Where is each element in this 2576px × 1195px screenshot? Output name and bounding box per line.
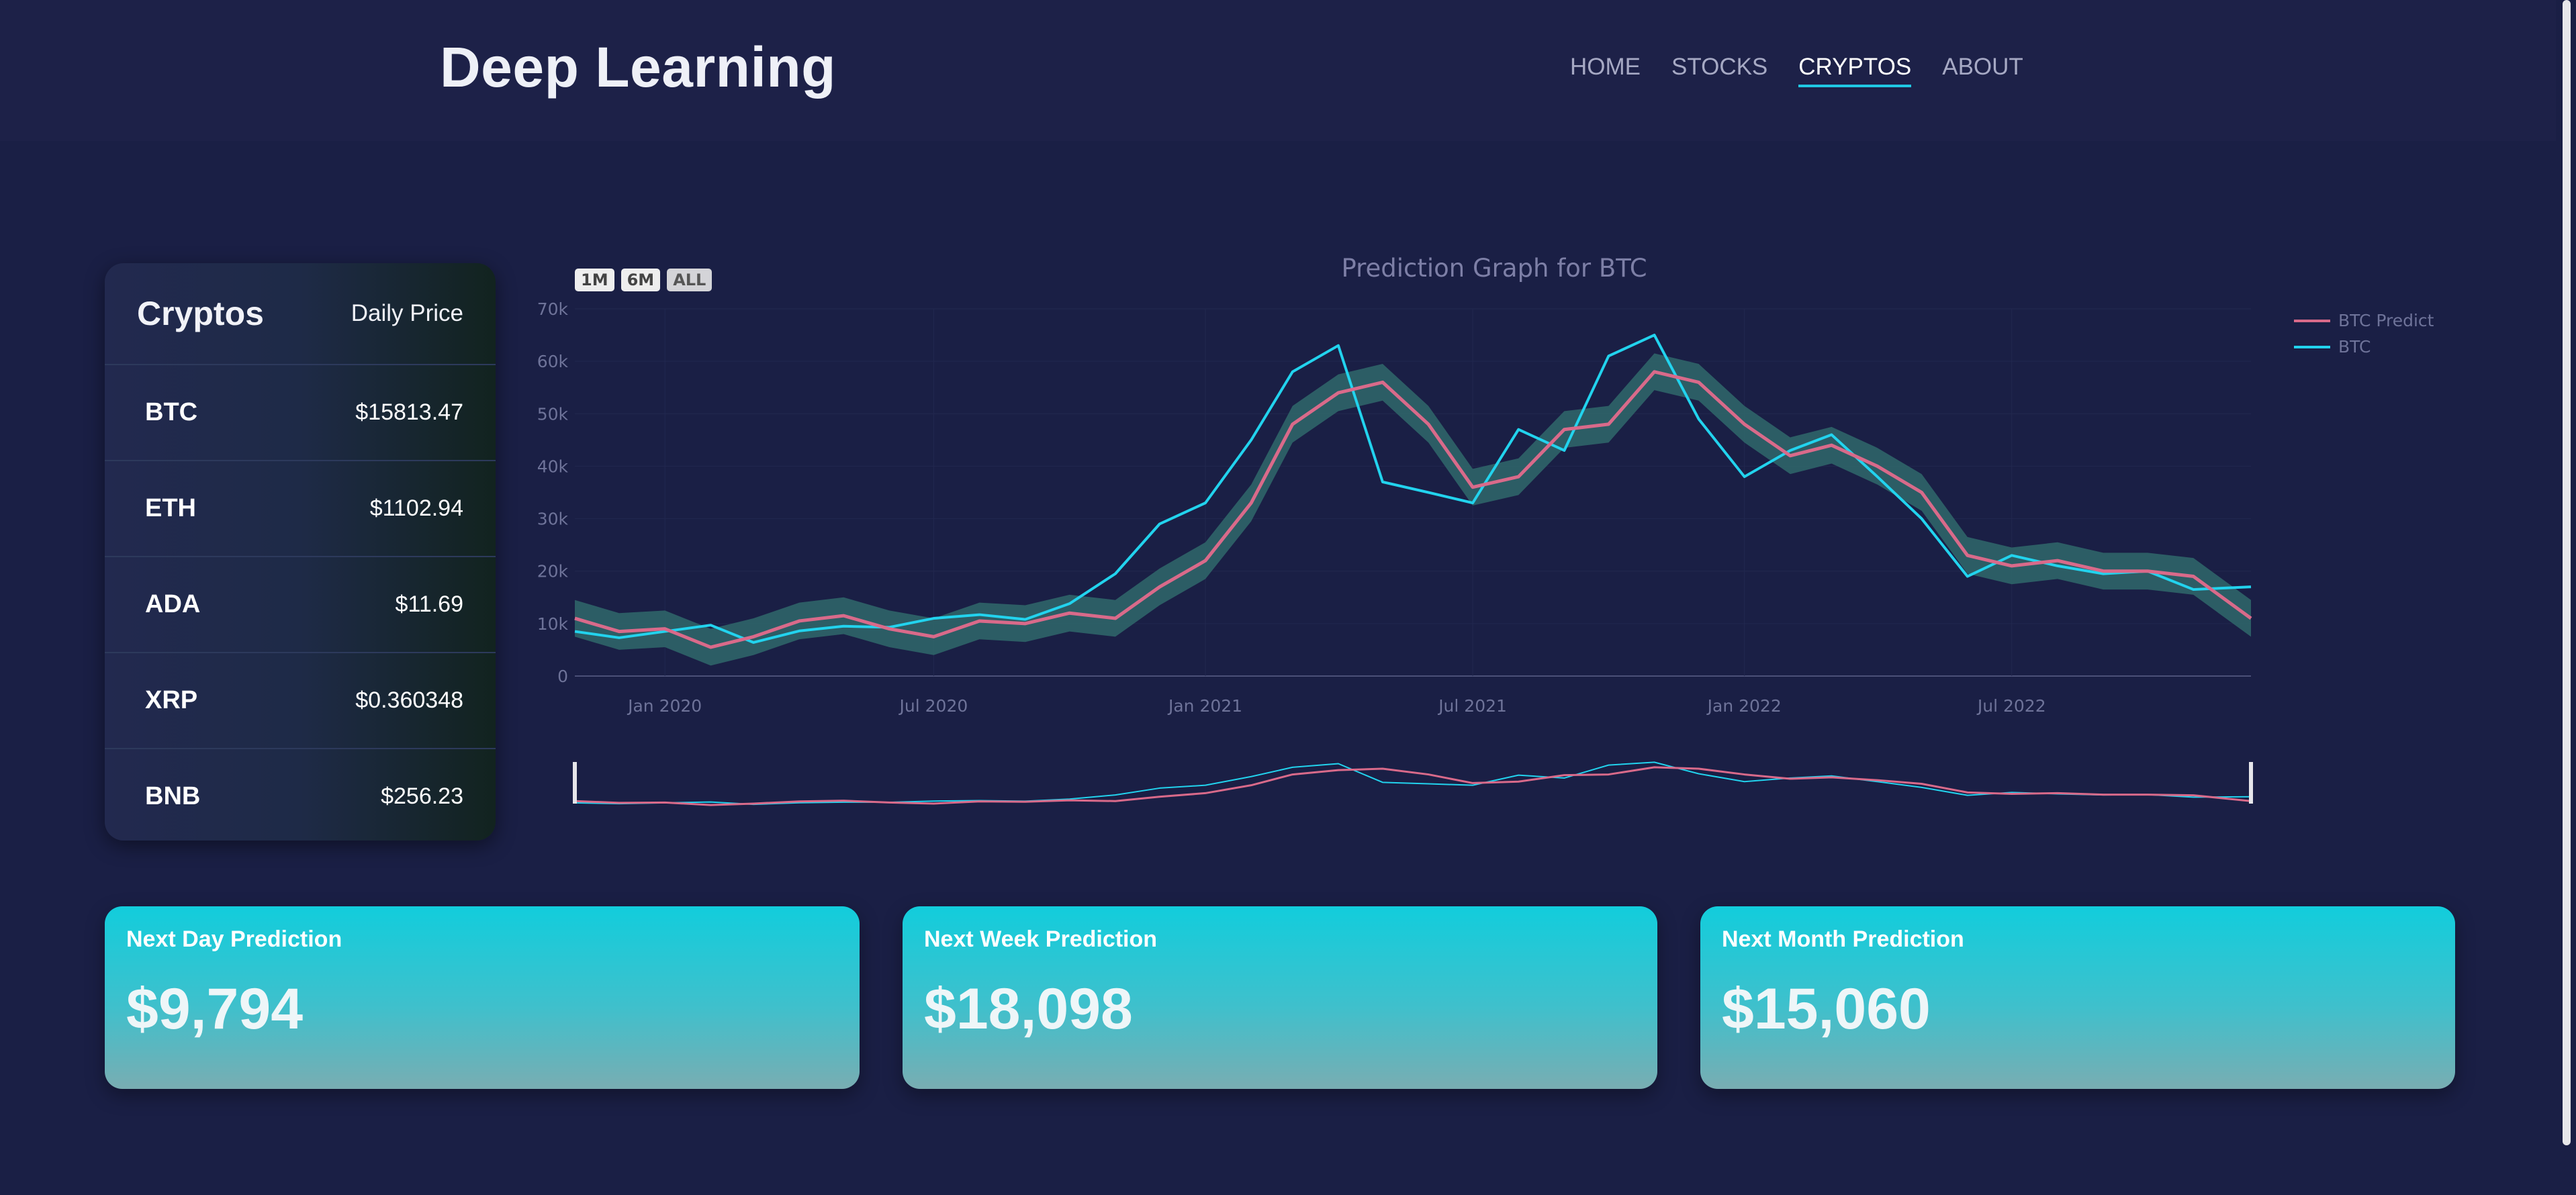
range-selector: 1M 6M ALL xyxy=(575,269,712,291)
crypto-row-eth[interactable]: ETH $1102.94 xyxy=(105,461,496,557)
x-tick-label: Jul 2020 xyxy=(899,696,968,716)
crypto-symbol: ADA xyxy=(145,590,201,618)
next-month-prediction-card: Next Month Prediction $15,060 xyxy=(1700,906,2455,1089)
brand-title[interactable]: Deep Learning xyxy=(440,36,836,99)
range-slider-line-btc xyxy=(574,761,2252,806)
prediction-label: Next Month Prediction xyxy=(1722,926,1964,952)
crypto-table-subtitle: Daily Price xyxy=(351,300,463,326)
crypto-price: $0.360348 xyxy=(355,687,463,713)
x-tick-label: Jan 2020 xyxy=(627,696,702,716)
prediction-label: Next Week Prediction xyxy=(924,926,1158,952)
nav-cryptos[interactable]: CRYPTOS xyxy=(1798,54,1912,87)
y-tick-label: 60k xyxy=(537,352,569,371)
prediction-value: $9,794 xyxy=(126,977,304,1041)
range-button-1m[interactable]: 1M xyxy=(575,269,614,291)
header: Deep Learning HOME STOCKS CRYPTOS ABOUT xyxy=(0,0,2556,141)
prediction-value: $15,060 xyxy=(1722,977,1931,1041)
crypto-symbol: XRP xyxy=(145,686,198,714)
range-slider-line-btc-predict xyxy=(574,766,2252,806)
prediction-chart: Prediction Graph for BTC 0 10k 20k 30k 40k 50k… xyxy=(524,242,2471,832)
crypto-price-table: Cryptos Daily Price BTC $15813.47 ETH $1… xyxy=(105,263,496,841)
next-week-prediction-card: Next Week Prediction $18,098 xyxy=(903,906,1657,1089)
prediction-band xyxy=(575,353,2251,666)
crypto-price: $11.69 xyxy=(395,591,463,617)
range-button-all[interactable]: ALL xyxy=(667,269,712,291)
crypto-row-bnb[interactable]: BNB $256.23 xyxy=(105,749,496,841)
x-tick-label: Jul 2022 xyxy=(1976,696,2046,716)
y-tick-label: 0 xyxy=(557,667,568,686)
prediction-label: Next Day Prediction xyxy=(126,926,342,952)
crypto-symbol: BTC xyxy=(145,398,198,426)
x-tick-label: Jan 2022 xyxy=(1706,696,1782,716)
main-nav: HOME STOCKS CRYPTOS ABOUT xyxy=(1570,54,2054,87)
scrollbar-thumb[interactable] xyxy=(2563,0,2571,1145)
crypto-price: $1102.94 xyxy=(369,495,463,521)
y-tick-label: 30k xyxy=(537,510,569,529)
range-slider-handle-left xyxy=(573,762,577,804)
legend-label-btc: BTC xyxy=(2338,337,2371,356)
nav-about[interactable]: ABOUT xyxy=(1942,54,2023,80)
chart-canvas[interactable]: Prediction Graph for BTC 0 10k 20k 30k 40k 50k… xyxy=(524,242,2471,832)
next-day-prediction-card: Next Day Prediction $9,794 xyxy=(105,906,860,1089)
prediction-value: $18,098 xyxy=(924,977,1133,1041)
series-line-btc-predict xyxy=(574,370,2252,649)
crypto-price: $15813.47 xyxy=(355,399,463,425)
nav-stocks[interactable]: STOCKS xyxy=(1671,54,1768,80)
chart-title: Prediction Graph for BTC xyxy=(1341,254,1647,283)
y-tick-label: 50k xyxy=(537,404,569,424)
crypto-symbol: ETH xyxy=(145,494,196,522)
series-line-btc xyxy=(574,334,2252,644)
crypto-row-ada[interactable]: ADA $11.69 xyxy=(105,557,496,653)
crypto-row-xrp[interactable]: XRP $0.360348 xyxy=(105,653,496,749)
x-tick-label: Jan 2021 xyxy=(1167,696,1242,716)
y-tick-label: 20k xyxy=(537,562,569,581)
range-button-6m[interactable]: 6M xyxy=(620,269,661,291)
y-tick-label: 40k xyxy=(537,457,569,476)
legend-label-btc-predict: BTC Predict xyxy=(2338,311,2434,330)
y-tick-label: 10k xyxy=(537,614,569,634)
crypto-row-btc[interactable]: BTC $15813.47 xyxy=(105,365,496,461)
y-tick-label: 70k xyxy=(537,299,569,319)
x-tick-label: Jul 2021 xyxy=(1437,696,1507,716)
vertical-scrollbar[interactable] xyxy=(2556,0,2576,1195)
crypto-symbol: BNB xyxy=(145,782,201,810)
crypto-price: $256.23 xyxy=(381,783,463,809)
nav-home[interactable]: HOME xyxy=(1570,54,1641,80)
crypto-table-header: Cryptos Daily Price xyxy=(105,263,496,365)
range-slider-handle-right xyxy=(2249,762,2253,804)
crypto-table-title: Cryptos xyxy=(137,295,264,332)
